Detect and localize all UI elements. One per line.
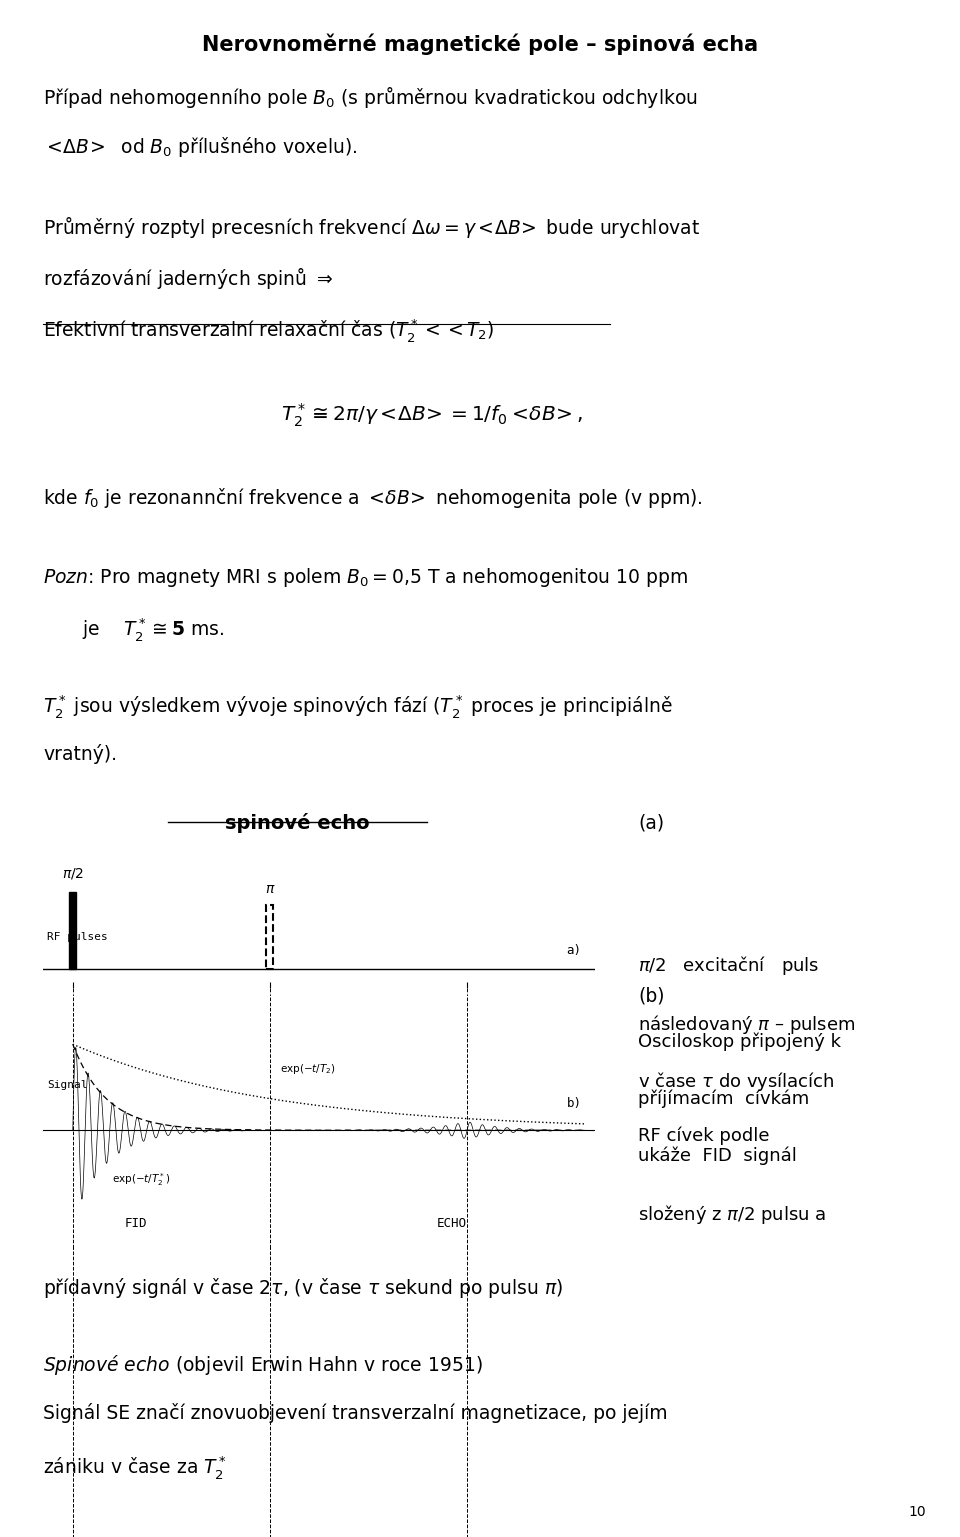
Text: Případ nehomogenního pole $B_0$ (s průměrnou kvadratickou odchylkou: Případ nehomogenního pole $B_0$ (s průmě… <box>43 85 698 109</box>
Text: $\mathrm{exp}(-t/T_2)$: $\mathrm{exp}(-t/T_2)$ <box>279 1062 336 1076</box>
Text: $\it{Spinové}$ $\it{echo}$ (objevil Erwin Hahn v roce 1951): $\it{Spinové}$ $\it{echo}$ (objevil Erwi… <box>43 1353 483 1377</box>
Text: b): b) <box>566 1096 582 1110</box>
Text: $T_2^*$ jsou výsledkem vývoje spinových fází ($T_2^*$ proces je principiálně: $T_2^*$ jsou výsledkem vývoje spinových … <box>43 693 673 721</box>
Text: příjímacím  cívkám: příjímacím cívkám <box>638 1090 809 1108</box>
Bar <box>266 905 274 970</box>
Text: 10: 10 <box>909 1505 926 1519</box>
Text: a): a) <box>566 944 582 956</box>
Text: (b): (b) <box>638 987 665 1005</box>
Text: (a): (a) <box>638 813 664 832</box>
Text: $\mathrm{exp}(-t/T_2^*)$: $\mathrm{exp}(-t/T_2^*)$ <box>112 1171 171 1188</box>
Text: $<\!\Delta B\!>$  od $B_0$ přílušného voxelu).: $<\!\Delta B\!>$ od $B_0$ přílušného vox… <box>43 135 358 160</box>
Text: Signál SE značí znovuobjevení transverzalní magnetizace, po jejím: Signál SE značí znovuobjevení transverza… <box>43 1403 668 1423</box>
Text: Průměrný rozptyl precesních frekvencí $\Delta\omega = \gamma <\!\Delta B\!>$ bud: Průměrný rozptyl precesních frekvencí $\… <box>43 215 700 240</box>
Text: ECHO: ECHO <box>436 1217 467 1230</box>
Text: spinové echo: spinové echo <box>226 813 370 833</box>
Text: je $\quad T_2^* \cong \mathbf{5}$ ms.: je $\quad T_2^* \cong \mathbf{5}$ ms. <box>82 616 224 644</box>
Text: $\pi$: $\pi$ <box>265 882 276 896</box>
Text: $T_2^* \cong 2\pi/\gamma <\!\Delta B\!> = 1/f_0<\!\delta B\!>$,: $T_2^* \cong 2\pi/\gamma <\!\Delta B\!> … <box>281 401 583 429</box>
Text: Osciloskop připojený k: Osciloskop připojený k <box>638 1033 841 1051</box>
Text: složený z $\pi$/2 pulsu a: složený z $\pi$/2 pulsu a <box>638 1203 827 1227</box>
Text: $\pi/2$: $\pi/2$ <box>61 865 84 881</box>
Text: Efektivní transverzalní relaxační čas ($T_2^* << T_2$): Efektivní transverzalní relaxační čas ($… <box>43 317 494 344</box>
Text: v čase $\tau$ do vysílacích: v čase $\tau$ do vysílacích <box>638 1070 835 1093</box>
Text: následovaný $\pi$ – pulsem: následovaný $\pi$ – pulsem <box>638 1013 855 1036</box>
Text: Nerovnoměrné magnetické pole – spinová echa: Nerovnoměrné magnetické pole – spinová e… <box>202 34 758 55</box>
Bar <box>69 893 77 970</box>
Text: ukáže  FID  signál: ukáže FID signál <box>638 1147 797 1165</box>
Text: vratný).: vratný). <box>43 744 117 764</box>
Text: Signal: Signal <box>47 1081 87 1090</box>
Text: RF cívek podle: RF cívek podle <box>638 1127 770 1145</box>
Text: $\it{Pozn}$: Pro magnety MRI s polem $B_0 = 0{,}5$ T a nehomogenitou 10 ppm: $\it{Pozn}$: Pro magnety MRI s polem $B_… <box>43 566 688 589</box>
Text: RF pulses: RF pulses <box>47 933 108 942</box>
Text: zániku v čase za $T_2^*$: zániku v čase za $T_2^*$ <box>43 1454 228 1482</box>
Text: rozfázování jaderných spinů $\Rightarrow$: rozfázování jaderných spinů $\Rightarrow… <box>43 266 333 290</box>
Text: FID: FID <box>125 1217 147 1230</box>
Text: $\pi/2$   excitační   puls: $\pi/2$ excitační puls <box>638 954 820 978</box>
Text: kde $f_0$ je rezonannční frekvence a $<\!\delta B\!>$ nehomogenita pole (v ppm).: kde $f_0$ je rezonannční frekvence a $<\… <box>43 486 703 510</box>
Text: přídavný signál v čase $2\tau$, (v čase $\tau$ sekund po pulsu $\pi$): přídavný signál v čase $2\tau$, (v čase … <box>43 1276 564 1300</box>
